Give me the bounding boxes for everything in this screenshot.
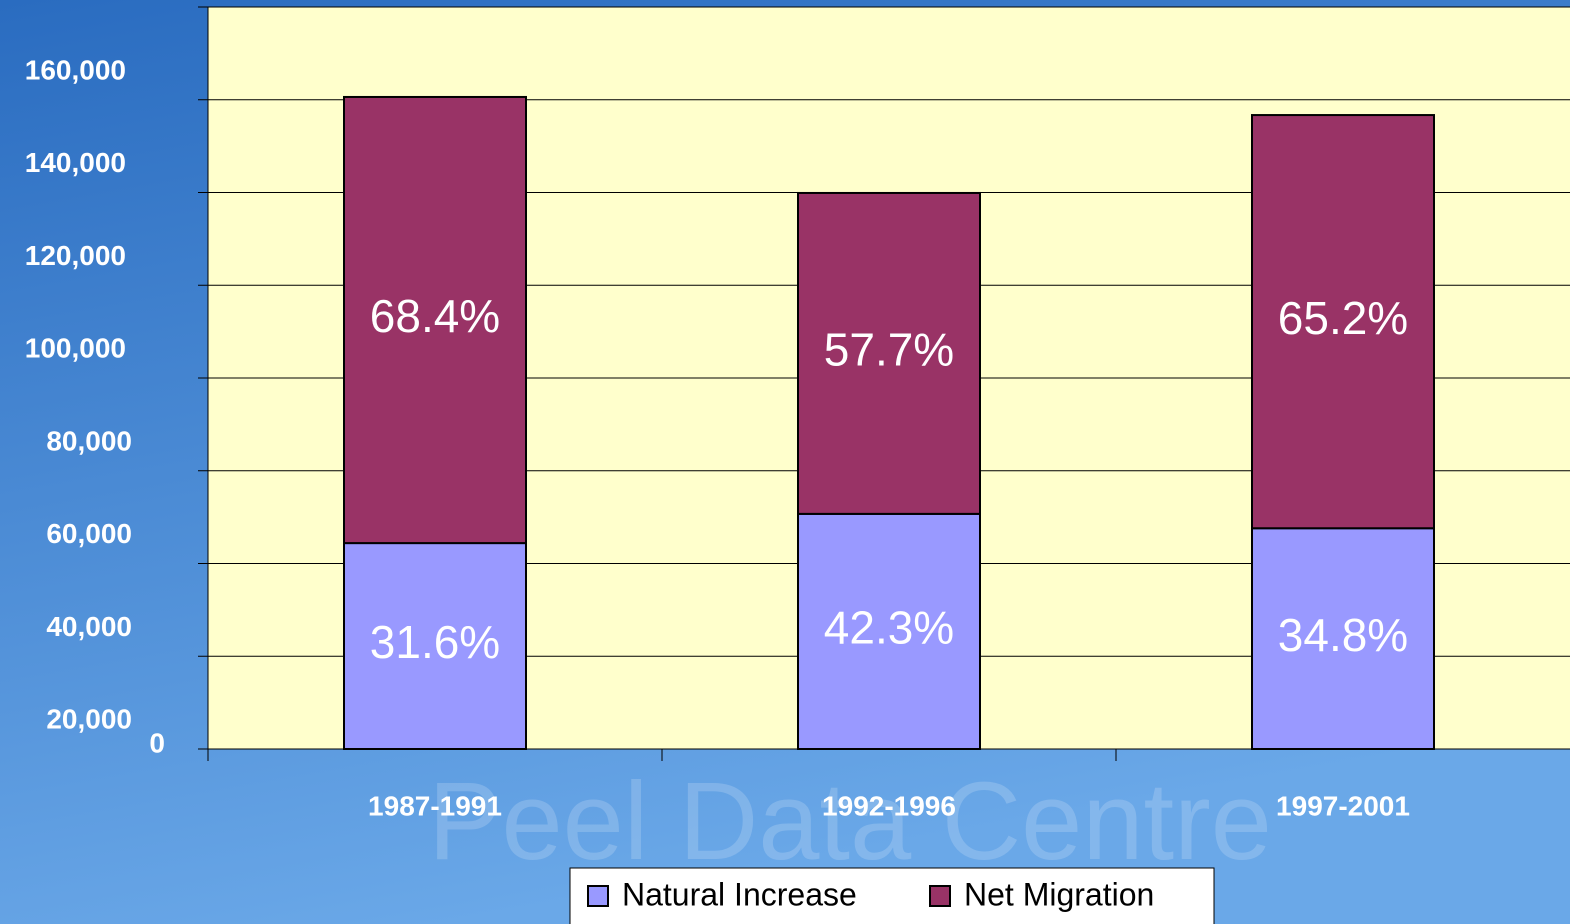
bar-segment: [343, 95, 527, 545]
legend-box: [569, 867, 1215, 924]
y-tick-label: 80,000: [46, 425, 132, 456]
segment-label: 65.2%: [1278, 292, 1408, 344]
x-tick-label: 1992-1996: [822, 790, 956, 821]
y-tick-label: 120,000: [25, 240, 126, 271]
legend-label: Net Migration: [964, 876, 1154, 912]
y-tick-label: 100,000: [25, 333, 126, 364]
watermark: Peel Data Centre: [428, 760, 1272, 883]
legend-label: Natural Increase: [622, 876, 857, 912]
legend-swatch: [587, 885, 609, 907]
bar-segment: [797, 512, 981, 750]
y-tick-label: 0: [149, 727, 165, 758]
segment-label: 34.8%: [1278, 609, 1408, 661]
y-tick-label: 140,000: [25, 147, 126, 178]
bar-segment: [1251, 114, 1435, 530]
segment-label: 42.3%: [824, 602, 954, 654]
segment-label: 31.6%: [370, 616, 500, 668]
bar-segment: [1251, 527, 1435, 750]
x-tick-label: 1997-2001: [1276, 790, 1410, 821]
bar-segment: [797, 191, 981, 515]
y-tick-label: 160,000: [25, 54, 126, 85]
legend-swatch: [929, 885, 951, 907]
x-tick-label: 1987-1991: [368, 790, 502, 821]
legend: [569, 867, 1215, 924]
y-tick-label: 60,000: [46, 518, 132, 549]
segment-label: 68.4%: [370, 290, 500, 342]
bar-segment: [343, 542, 527, 750]
y-tick-label: 40,000: [46, 611, 132, 642]
segment-label: 57.7%: [824, 324, 954, 376]
y-tick-label: 20,000: [46, 704, 132, 735]
